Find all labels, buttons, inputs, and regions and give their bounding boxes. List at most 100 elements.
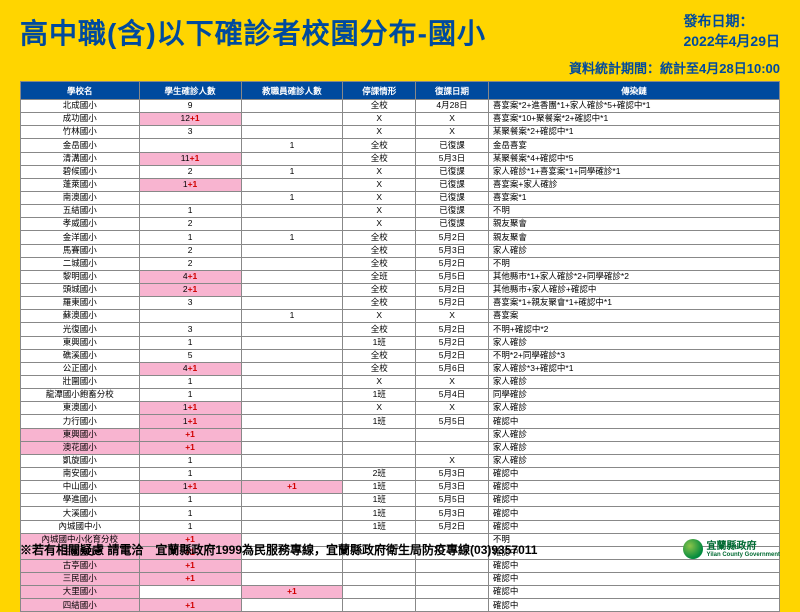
cell-students: 1 [139, 389, 241, 402]
cell-chain: 家人確診*1+喜宴案*1+同學確診*1 [488, 165, 779, 178]
cell-resume: 已復課 [416, 139, 489, 152]
table-row: 金岳國小1全校已復課金岳喜宴 [21, 139, 780, 152]
cell-resume [416, 559, 489, 572]
cell-students: 1 [139, 205, 241, 218]
cell-school: 內城國中小 [21, 520, 140, 533]
cell-students: 2 [139, 257, 241, 270]
cell-chain: 確認中 [488, 494, 779, 507]
cell-resume: 已復課 [416, 205, 489, 218]
cell-staff: 1 [241, 231, 343, 244]
cell-resume [416, 586, 489, 599]
cell-resume: 5月5日 [416, 494, 489, 507]
cell-chain: 確認中 [488, 481, 779, 494]
cell-stop: 全校 [343, 257, 416, 270]
table-row: 蘇澳國小1XX喜宴案 [21, 310, 780, 323]
col-resume: 復課日期 [416, 82, 489, 100]
cell-staff [241, 126, 343, 139]
table-row: 五結國小1X已復課不明 [21, 205, 780, 218]
cell-students: +1 [139, 441, 241, 454]
table-container: 學校名 學生確診人數 教職員確診人數 停課情形 復課日期 傳染鏈 北成國小9全校… [0, 81, 800, 612]
cell-resume: 5月3日 [416, 152, 489, 165]
cell-students: 3 [139, 297, 241, 310]
cell-staff [241, 113, 343, 126]
cell-stop [343, 559, 416, 572]
cell-staff [241, 178, 343, 191]
table-row: 三民國小+1確認中 [21, 573, 780, 586]
table-row: 孝威國小2X已復課親友聚會 [21, 218, 780, 231]
cell-chain: 親友聚會 [488, 231, 779, 244]
cell-stop: 全校 [343, 283, 416, 296]
cell-stop: 全校 [343, 297, 416, 310]
cell-staff [241, 389, 343, 402]
cell-students: 1 [139, 520, 241, 533]
cell-staff [241, 297, 343, 310]
cell-staff [241, 323, 343, 336]
cell-chain: 金岳喜宴 [488, 139, 779, 152]
cell-resume: 5月2日 [416, 323, 489, 336]
cell-chain: 確認中 [488, 507, 779, 520]
col-staff: 教職員確診人數 [241, 82, 343, 100]
cell-chain: 家人確診 [488, 441, 779, 454]
cell-staff: +1 [241, 481, 343, 494]
cell-resume: X [416, 113, 489, 126]
cell-staff [241, 520, 343, 533]
table-row: 大溪國小11班5月3日確認中 [21, 507, 780, 520]
school-table: 學校名 學生確診人數 教職員確診人數 停課情形 復課日期 傳染鏈 北成國小9全校… [20, 81, 780, 612]
table-row: 碧候國小21X已復課家人確診*1+喜宴案*1+同學確診*1 [21, 165, 780, 178]
cell-resume: 5月6日 [416, 362, 489, 375]
cell-students: 4+1 [139, 270, 241, 283]
cell-stop: 1班 [343, 520, 416, 533]
cell-students: +1 [139, 428, 241, 441]
cell-school: 金洋國小 [21, 231, 140, 244]
cell-chain: 確認中 [488, 599, 779, 612]
cell-resume: 4月28日 [416, 100, 489, 113]
cell-chain: 喜宴案 [488, 310, 779, 323]
cell-stop: 全校 [343, 362, 416, 375]
cell-school: 金岳國小 [21, 139, 140, 152]
cell-staff: 1 [241, 165, 343, 178]
cell-school: 龍潭國小飽畜分校 [21, 389, 140, 402]
table-row: 東興國小11班5月2日家人確診 [21, 336, 780, 349]
cell-students: 12+1 [139, 113, 241, 126]
cell-staff [241, 507, 343, 520]
cell-resume: 5月2日 [416, 349, 489, 362]
cell-school: 清溝國小 [21, 152, 140, 165]
cell-staff [241, 494, 343, 507]
cell-school: 孝威國小 [21, 218, 140, 231]
cell-chain: 某聚餐案*2+確認中*1 [488, 126, 779, 139]
table-row: 力行國小1+11班5月5日確認中 [21, 415, 780, 428]
cell-school: 成功國小 [21, 113, 140, 126]
cell-stop [343, 428, 416, 441]
cell-resume: 5月2日 [416, 336, 489, 349]
stat-period: 資料統計期間：統計至4月28日10:00 [0, 58, 800, 81]
cell-school: 凱旋國小 [21, 454, 140, 467]
cell-resume [416, 441, 489, 454]
cell-chain: 家人確診 [488, 428, 779, 441]
cell-staff: +1 [241, 586, 343, 599]
cell-stop: X [343, 165, 416, 178]
publish-date-block: 發布日期： 2022年4月29日 [683, 12, 780, 52]
cell-school: 澳花國小 [21, 441, 140, 454]
table-row: 壯圍國小1XX家人確診 [21, 375, 780, 388]
cell-students: 5 [139, 349, 241, 362]
cell-stop: 全校 [343, 100, 416, 113]
cell-resume: X [416, 402, 489, 415]
cell-staff [241, 467, 343, 480]
publish-date: 2022年4月29日 [683, 32, 780, 52]
logo-icon [683, 539, 703, 559]
cell-students [139, 139, 241, 152]
cell-chain: 確認中 [488, 415, 779, 428]
cell-stop: X [343, 402, 416, 415]
footer: ※若有相關疑慮 請電洽 宜蘭縣政府1999為民服務專線，宜蘭縣政府衛生局防疫專線… [20, 539, 780, 559]
header: 高中職(含)以下確診者校園分布-國小 發布日期： 2022年4月29日 [0, 0, 800, 58]
cell-chain: 家人確診 [488, 375, 779, 388]
cell-chain: 不明*2+同學確診*3 [488, 349, 779, 362]
cell-school: 礁溪國小 [21, 349, 140, 362]
cell-resume: 已復課 [416, 178, 489, 191]
cell-stop: 全校 [343, 244, 416, 257]
cell-stop: 2班 [343, 467, 416, 480]
cell-students: 1 [139, 336, 241, 349]
cell-students: 3 [139, 323, 241, 336]
cell-school: 三民國小 [21, 573, 140, 586]
cell-school: 公正國小 [21, 362, 140, 375]
